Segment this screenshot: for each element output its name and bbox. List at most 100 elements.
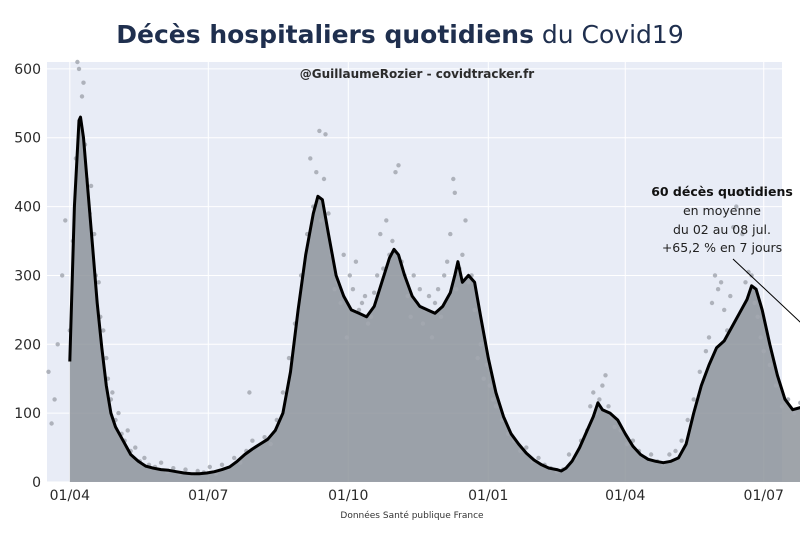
daily-point <box>75 59 80 65</box>
daily-point <box>286 355 292 361</box>
daily-point <box>171 466 176 471</box>
daily-point <box>390 238 395 244</box>
daily-point <box>49 421 54 426</box>
daily-point <box>435 287 441 292</box>
x-tick-label: 01/04 <box>50 488 90 504</box>
daily-point <box>116 410 121 416</box>
daily-point <box>743 280 748 285</box>
daily-point <box>466 280 471 285</box>
daily-point <box>405 293 410 299</box>
daily-point <box>448 231 453 237</box>
daily-point <box>321 176 327 182</box>
daily-point <box>183 467 188 472</box>
daily-point <box>432 300 438 306</box>
daily-point <box>88 183 94 189</box>
daily-point <box>454 287 459 292</box>
daily-point <box>81 80 86 85</box>
daily-point <box>667 452 672 457</box>
daily-point <box>767 362 772 368</box>
daily-point <box>55 342 60 347</box>
y-tick-label: 400 <box>14 200 41 216</box>
daily-point <box>691 397 696 402</box>
chart-title-bold: Décès hospitaliers quotidiens <box>116 20 534 49</box>
daily-point <box>268 441 273 447</box>
daily-point <box>493 404 499 409</box>
credit-text: @GuillaumeRozier - covidtracker.fr <box>300 67 535 81</box>
daily-point <box>487 383 492 388</box>
daily-point <box>262 435 267 440</box>
daily-point <box>518 448 523 454</box>
daily-point <box>624 441 629 447</box>
annotation: 60 décès quotidiens en moyenne du 02 au … <box>651 184 800 323</box>
daily-point <box>426 293 432 299</box>
daily-point <box>442 273 447 278</box>
daily-point <box>365 321 371 326</box>
daily-point <box>384 218 389 223</box>
daily-point <box>755 314 760 319</box>
daily-point <box>452 190 457 195</box>
daily-point <box>326 211 331 216</box>
daily-point <box>484 362 489 368</box>
daily-point <box>219 462 225 467</box>
daily-point <box>792 410 797 416</box>
daily-point <box>722 307 727 313</box>
daily-point <box>317 128 322 134</box>
daily-point <box>734 204 739 209</box>
rolling-mean-line <box>68 115 800 476</box>
daily-point <box>101 328 106 333</box>
daily-point <box>728 293 733 299</box>
daily-point <box>232 455 237 461</box>
annotation-line-2: en moyenne <box>683 203 761 218</box>
daily-point <box>709 300 715 306</box>
source-text: Données Santé publique France <box>340 510 484 521</box>
annotation-line-4: +65,2 % en 7 jours <box>662 240 782 255</box>
daily-point <box>591 390 596 395</box>
daily-point <box>359 300 365 306</box>
daily-point <box>706 335 712 340</box>
x-tick-label: 01/04 <box>605 488 645 504</box>
daily-point <box>524 445 529 450</box>
daily-point <box>536 455 541 461</box>
daily-point <box>411 273 416 278</box>
daily-point <box>344 335 349 340</box>
daily-point <box>603 373 608 378</box>
daily-point <box>238 460 243 465</box>
x-tick-label: 01/10 <box>328 488 368 504</box>
daily-point <box>779 404 785 409</box>
daily-point <box>375 273 380 278</box>
daily-point <box>332 287 337 292</box>
daily-point <box>76 66 82 72</box>
daily-point <box>612 424 617 430</box>
x-tick-label: 01/01 <box>468 488 508 504</box>
y-tick-label: 0 <box>32 475 41 491</box>
daily-point <box>63 218 68 223</box>
daily-point <box>207 464 212 470</box>
daily-point <box>697 369 702 374</box>
daily-point <box>142 455 147 461</box>
daily-point <box>715 287 721 292</box>
daily-point <box>368 314 374 319</box>
daily-point <box>125 428 130 433</box>
daily-point <box>758 335 763 340</box>
daily-point <box>79 94 85 99</box>
daily-point <box>463 218 468 223</box>
daily-point <box>438 314 444 319</box>
daily-point <box>429 335 435 340</box>
daily-point <box>472 307 477 313</box>
daily-point <box>372 290 377 295</box>
daily-point <box>773 383 779 388</box>
daily-point <box>445 259 450 264</box>
daily-point <box>362 293 368 299</box>
daily-point <box>353 259 359 264</box>
y-tick-label: 200 <box>14 337 41 353</box>
x-axis: 01/04 01/07 01/10 01/01 01/04 01/07 <box>50 488 784 504</box>
daily-point <box>718 280 724 285</box>
daily-point <box>338 300 343 306</box>
annotation-pointer <box>732 258 800 323</box>
daily-point <box>588 404 593 409</box>
annotation-bold: 60 décès quotidiens <box>651 184 793 199</box>
daily-point <box>740 231 745 237</box>
daily-point <box>341 252 346 257</box>
daily-point <box>393 170 398 175</box>
